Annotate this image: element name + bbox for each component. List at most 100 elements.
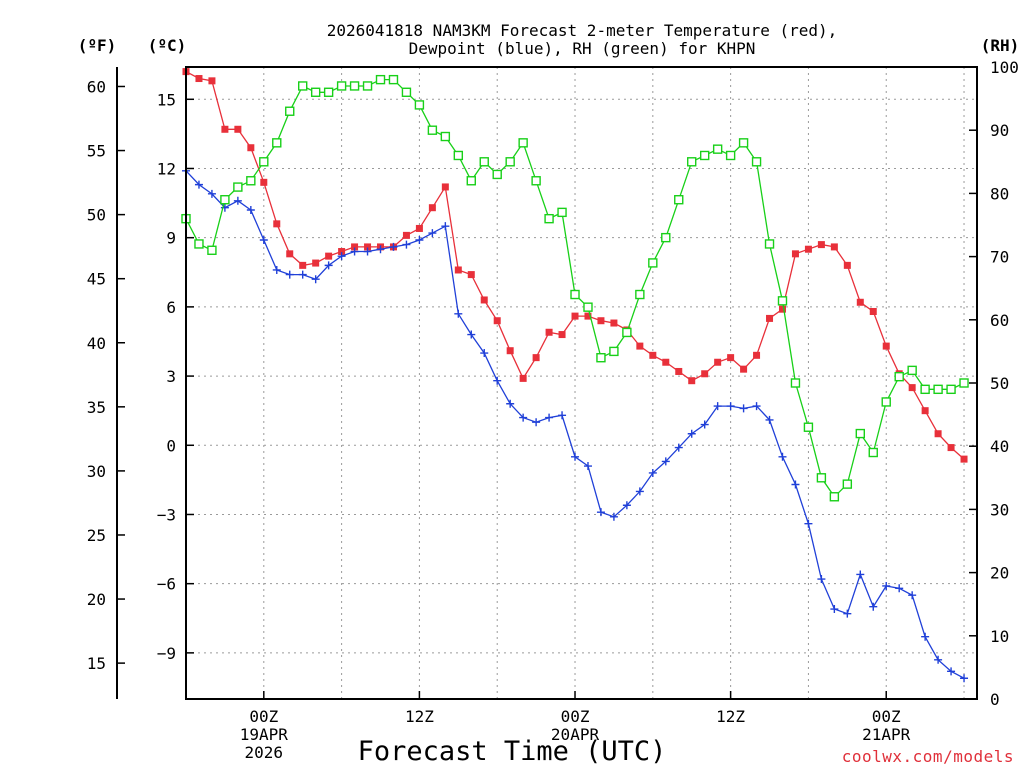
dewpoint-point: [687, 429, 696, 438]
dewpoint-point: [752, 402, 761, 411]
dewpoint-point: [545, 413, 554, 422]
dewpoint-point: [493, 376, 502, 385]
dewpoint-point: [337, 252, 346, 261]
dewpoint-point: [856, 570, 865, 579]
rh-point: [635, 289, 645, 300]
dewpoint-point: [194, 180, 203, 189]
fahrenheit-tick-label: 35: [87, 398, 106, 417]
rh-point: [194, 239, 204, 249]
rh-point: [272, 138, 282, 148]
rh-point: [855, 428, 865, 439]
rh-point: [920, 384, 930, 395]
temperature-point: [675, 367, 683, 375]
rh-tick-label: 0: [990, 690, 1000, 709]
dewpoint-point: [843, 609, 852, 618]
temperature-point: [662, 358, 670, 366]
dewpoint-point: [506, 399, 515, 408]
rh-point: [907, 365, 917, 376]
temperature-point: [351, 243, 359, 251]
temperature-point: [701, 370, 709, 378]
plot-frame: [185, 66, 978, 700]
celsius-tick-label: 0: [166, 436, 176, 455]
temperature-point: [467, 271, 475, 279]
dewpoint-point: [869, 602, 878, 611]
fahrenheit-tick-label: 15: [87, 654, 106, 673]
dewpoint-point: [661, 457, 670, 466]
rh-point: [687, 157, 697, 167]
dewpoint-point: [895, 584, 904, 593]
rh-point: [622, 327, 632, 338]
rh-point: [336, 81, 347, 91]
dewpoint-point: [259, 235, 268, 244]
dewpoint-point: [804, 519, 813, 528]
dewpoint-point: [830, 605, 839, 614]
dewpoint-point: [272, 265, 281, 274]
temperature-point: [856, 298, 864, 306]
dewpoint-point: [622, 501, 631, 510]
rh-point: [842, 479, 853, 489]
temperature-point: [428, 204, 436, 212]
temperature-point: [610, 319, 618, 327]
dewpoint-point: [713, 402, 722, 411]
celsius-tick-label: −3: [157, 505, 176, 524]
dewpoint-point: [596, 508, 605, 517]
rh-point: [725, 150, 736, 161]
temperature-point: [636, 342, 644, 350]
credit-label: coolwx.com/models: [842, 747, 1014, 766]
temperature-point: [402, 231, 410, 239]
temperature-point: [649, 351, 657, 359]
dewpoint-point: [674, 443, 683, 452]
rh-point: [816, 473, 827, 483]
rh-tick-label: 40: [990, 437, 1009, 456]
dewpoint-point: [480, 349, 489, 358]
rh-point: [259, 157, 269, 167]
rh-point: [323, 87, 334, 97]
rh-point: [764, 239, 775, 249]
fahrenheit-tick-label: 30: [87, 462, 106, 481]
dewpoint-point: [635, 487, 644, 496]
temperature-point: [273, 220, 281, 228]
rh-point: [505, 157, 515, 167]
dewpoint-point: [908, 591, 917, 600]
fahrenheit-tick-label: 25: [87, 526, 106, 545]
dewpoint-point: [648, 468, 657, 477]
rh-point: [466, 176, 476, 186]
x-tick-label: 19APR: [240, 725, 289, 744]
rh-point: [298, 81, 308, 91]
temperature-point: [195, 75, 203, 83]
celsius-tick-label: 3: [166, 367, 176, 386]
dewpoint-point: [402, 240, 411, 249]
rh-point: [349, 81, 360, 91]
grid-lines: [185, 67, 977, 699]
rh-point: [453, 150, 464, 161]
rh-point: [868, 447, 878, 458]
rh-point: [829, 492, 840, 502]
rh-point: [285, 106, 295, 116]
dewpoint-point: [609, 512, 618, 521]
rh-tick-label: 30: [990, 500, 1009, 519]
rh-point: [661, 232, 671, 243]
fahrenheit-unit-label: (ºF): [78, 36, 117, 55]
temperature-point: [740, 365, 748, 373]
dewpoint-point: [960, 674, 969, 683]
dewpoint-point: [934, 655, 943, 664]
temperature-point: [299, 261, 307, 269]
x-tick-label: 00Z: [249, 707, 278, 726]
rh-unit-label: (RH): [981, 36, 1020, 55]
dewpoint-point: [519, 413, 528, 422]
rh-point: [440, 131, 451, 142]
temperature-point: [778, 305, 786, 313]
rh-tick-label: 20: [990, 564, 1009, 583]
dewpoint-point: [454, 309, 463, 318]
rh-tick-label: 70: [990, 248, 1009, 267]
dewpoint-point: [765, 415, 774, 424]
rh-point: [401, 87, 412, 97]
dewpoint-point: [558, 411, 567, 420]
rh-point: [583, 302, 593, 312]
series-layer: [181, 68, 969, 683]
dewpoint-point: [246, 206, 255, 215]
rh-point: [375, 74, 386, 85]
dewpoint-point: [583, 462, 592, 471]
rh-point: [570, 289, 580, 300]
dewpoint-point: [817, 575, 826, 584]
